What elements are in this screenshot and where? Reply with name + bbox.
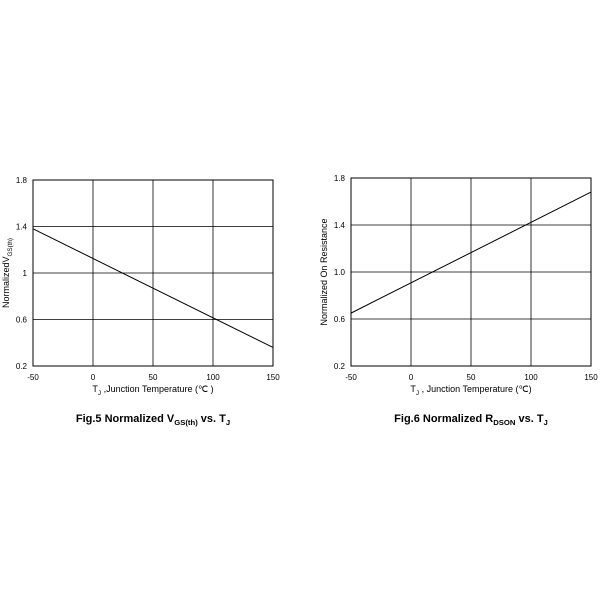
plot-frame bbox=[350, 177, 592, 367]
x-tick-label: 150 bbox=[584, 373, 598, 382]
x-tick-label: 50 bbox=[467, 373, 476, 382]
x-tick-label: 0 bbox=[409, 373, 414, 382]
x-tick-label: 100 bbox=[206, 373, 220, 382]
chart-title-part: vs. T bbox=[198, 413, 226, 425]
plot-frame bbox=[32, 179, 274, 367]
y-tick-label: 0.2 bbox=[334, 362, 346, 371]
x-tick-label: 150 bbox=[266, 373, 280, 382]
y-axis-label-part: GS(th) bbox=[7, 238, 14, 257]
y-tick-label: 1.4 bbox=[16, 223, 28, 232]
data-line bbox=[32, 228, 274, 348]
y-tick-label: 0.2 bbox=[16, 362, 28, 371]
y-tick-label: 0.6 bbox=[334, 315, 346, 324]
chart-title-part: Fig.6 Normalized R bbox=[394, 413, 493, 425]
y-tick-label: 0.6 bbox=[16, 316, 28, 325]
chart-title-part: vs. T bbox=[515, 413, 543, 425]
chart-title-part: GS(th) bbox=[174, 418, 198, 427]
chart-title-part: Fig.5 Normalized V bbox=[76, 413, 175, 425]
chart-title-part: J bbox=[226, 418, 230, 427]
y-tick-label: 1.8 bbox=[16, 176, 28, 185]
y-axis-label-part: Normalized On Resistance bbox=[319, 218, 329, 325]
x-tick-label: 0 bbox=[91, 373, 96, 382]
x-tick-label: -50 bbox=[27, 373, 39, 382]
x-axis-label-part: T bbox=[410, 384, 416, 394]
x-axis-label-part: , Junction Temperature (℃) bbox=[419, 384, 532, 394]
y-tick-label: 1.0 bbox=[334, 268, 346, 277]
x-axis-label-part: J bbox=[416, 390, 419, 397]
x-axis-label-part: T bbox=[92, 384, 98, 394]
chart-title: Fig.6 Normalized RDSON vs. TJ bbox=[394, 413, 548, 427]
y-axis-label: NormalizedVGS(th) bbox=[1, 238, 14, 308]
chart-title-part: J bbox=[544, 418, 548, 427]
chart-title: Fig.5 Normalized VGS(th) vs. TJ bbox=[76, 413, 230, 427]
y-axis-label: Normalized On Resistance bbox=[319, 218, 329, 325]
x-axis-label: TJ , Junction Temperature (℃) bbox=[410, 384, 531, 397]
y-tick-label: 1.4 bbox=[334, 221, 346, 230]
chart-title-part: DSON bbox=[493, 418, 516, 427]
x-axis-label: TJ ,Junction Temperature (℃ ) bbox=[92, 384, 213, 397]
y-tick-label: 1.8 bbox=[334, 174, 346, 183]
x-axis-label-part: J bbox=[98, 390, 101, 397]
y-tick-label: 1 bbox=[23, 269, 28, 278]
x-tick-label: 50 bbox=[149, 373, 158, 382]
x-axis-label-part: ,Junction Temperature (℃ ) bbox=[101, 384, 214, 394]
x-tick-label: 100 bbox=[524, 373, 538, 382]
data-line bbox=[350, 191, 592, 314]
x-tick-label: -50 bbox=[345, 373, 357, 382]
y-axis-label-part: NormalizedV bbox=[1, 257, 11, 309]
